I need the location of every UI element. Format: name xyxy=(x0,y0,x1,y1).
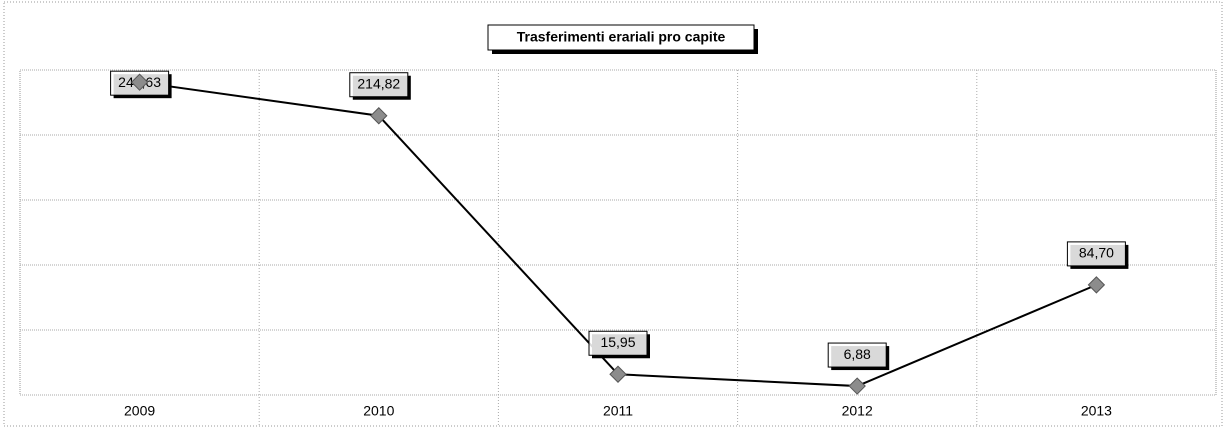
value-label-box xyxy=(588,330,648,356)
point-marker xyxy=(130,73,149,91)
point-marker xyxy=(609,365,627,383)
value-label-text: 214,82 xyxy=(357,75,400,91)
x-tick-label: 2012 xyxy=(842,403,873,419)
value-label xyxy=(1066,241,1129,269)
value-label-text: 6,88 xyxy=(844,346,871,362)
value-label xyxy=(827,342,890,371)
point-marker xyxy=(848,377,866,395)
x-tick-label: 2013 xyxy=(1081,403,1112,419)
value-label-box xyxy=(827,342,887,368)
x-tick-label: 2011 xyxy=(603,403,633,419)
chart-border xyxy=(3,1,1223,427)
point-marker xyxy=(370,107,388,125)
title-box xyxy=(487,24,755,51)
value-label-text: 15,95 xyxy=(600,334,635,350)
point-marker xyxy=(1087,276,1106,294)
value-label-text: 84,70 xyxy=(1079,245,1114,261)
value-label-box xyxy=(1066,241,1126,267)
x-tick-label: 2010 xyxy=(363,403,394,419)
chart-title: Trasferimenti erariali pro capite xyxy=(517,29,726,45)
value-label-box xyxy=(349,72,409,98)
value-label xyxy=(588,330,650,359)
value-label xyxy=(349,72,411,100)
x-tick-label: 2009 xyxy=(124,403,155,419)
